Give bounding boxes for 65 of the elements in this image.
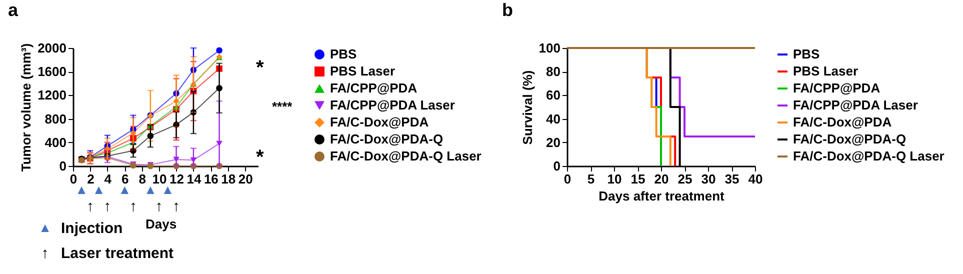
y-tick-label: 80 (546, 64, 560, 80)
text: ▲ (92, 182, 106, 197)
y-tick-label: 800 (44, 111, 66, 126)
x-tick-label: 40 (748, 172, 763, 186)
y-tick-label: 40 (546, 111, 560, 126)
legend-label: FA/CPP@PDA Laser (793, 98, 918, 112)
legend-label: FA/C-Dox@PDA (330, 114, 430, 130)
x-tick-label: 30 (701, 172, 716, 186)
y-tick-label: 0 (553, 158, 560, 174)
x-tick-label: 5 (587, 172, 595, 186)
legend-label: PBS Laser (330, 64, 396, 78)
x-tick-label: 18 (221, 172, 236, 186)
x-tick-label: 8 (138, 172, 146, 186)
x-tick-label: 15 (630, 172, 646, 186)
x-tick-label: 12 (170, 172, 184, 186)
text: ↑ (104, 198, 112, 215)
text: Laser treatment (61, 245, 174, 262)
legend-label: FA/C-Dox@PDA-Q Laser (793, 148, 944, 164)
text: ▲ (75, 182, 88, 197)
legend-label: PBS (793, 46, 820, 62)
y-axis-title: Survival (%) (520, 70, 535, 145)
legend-label: FA/CPP@PDA (793, 80, 881, 96)
x-tick-label: 35 (724, 172, 740, 186)
text: ↑ (172, 198, 180, 215)
legend-label: FA/C-Dox@PDA-Q (793, 132, 906, 146)
text: ↑ (129, 198, 137, 215)
annotation: * (256, 57, 264, 80)
text: Injection (61, 220, 123, 237)
legend-label: PBS (330, 46, 358, 62)
legend-label: FA/C-Dox@PDA-Q Laser (330, 148, 482, 164)
x-tick-label: 25 (678, 172, 692, 186)
y-axis-title: Tumor volume (mm³) (18, 43, 34, 172)
x-tick-label: 16 (204, 172, 218, 186)
text: ↑ (155, 198, 163, 215)
x-tick-label: 14 (186, 172, 202, 186)
x-tick-label: 0 (70, 172, 78, 186)
y-tick-label: 100 (538, 40, 560, 56)
chart-title: b (502, 0, 513, 20)
legend-label: FA/CPP@PDA Laser (330, 98, 455, 112)
x-axis-title: Days (146, 216, 177, 232)
y-tick-label: 2000 (38, 40, 66, 56)
chart-title: a (8, 0, 19, 20)
text: ↑ (86, 198, 94, 215)
x-tick-label: 20 (238, 172, 253, 186)
y-tick-label: 0 (59, 158, 66, 174)
legend-label: FA/C-Dox@PDA (793, 114, 892, 130)
text: ↑ (41, 245, 49, 262)
y-tick-label: 20 (546, 134, 560, 150)
annotation: * (256, 146, 264, 169)
x-axis-title: Days after treatment (598, 188, 726, 204)
y-tick-label: 1600 (38, 64, 66, 80)
x-tick-label: 4 (104, 172, 112, 186)
y-tick-label: 1200 (38, 88, 66, 103)
legend-label: PBS Laser (793, 64, 858, 78)
x-tick-label: 20 (654, 172, 669, 186)
text: ▲ (38, 220, 52, 235)
text: **** (272, 99, 294, 114)
y-tick-label: 400 (44, 134, 66, 150)
x-tick-label: 0 (564, 172, 572, 186)
x-tick-label: 2 (87, 172, 94, 186)
x-tick-label: 6 (122, 172, 129, 186)
legend-label: FA/CPP@PDA (330, 80, 418, 96)
y-tick-label: 60 (546, 88, 560, 103)
x-tick-label: 10 (607, 172, 622, 186)
legend-label: FA/C-Dox@PDA-Q (330, 132, 444, 146)
